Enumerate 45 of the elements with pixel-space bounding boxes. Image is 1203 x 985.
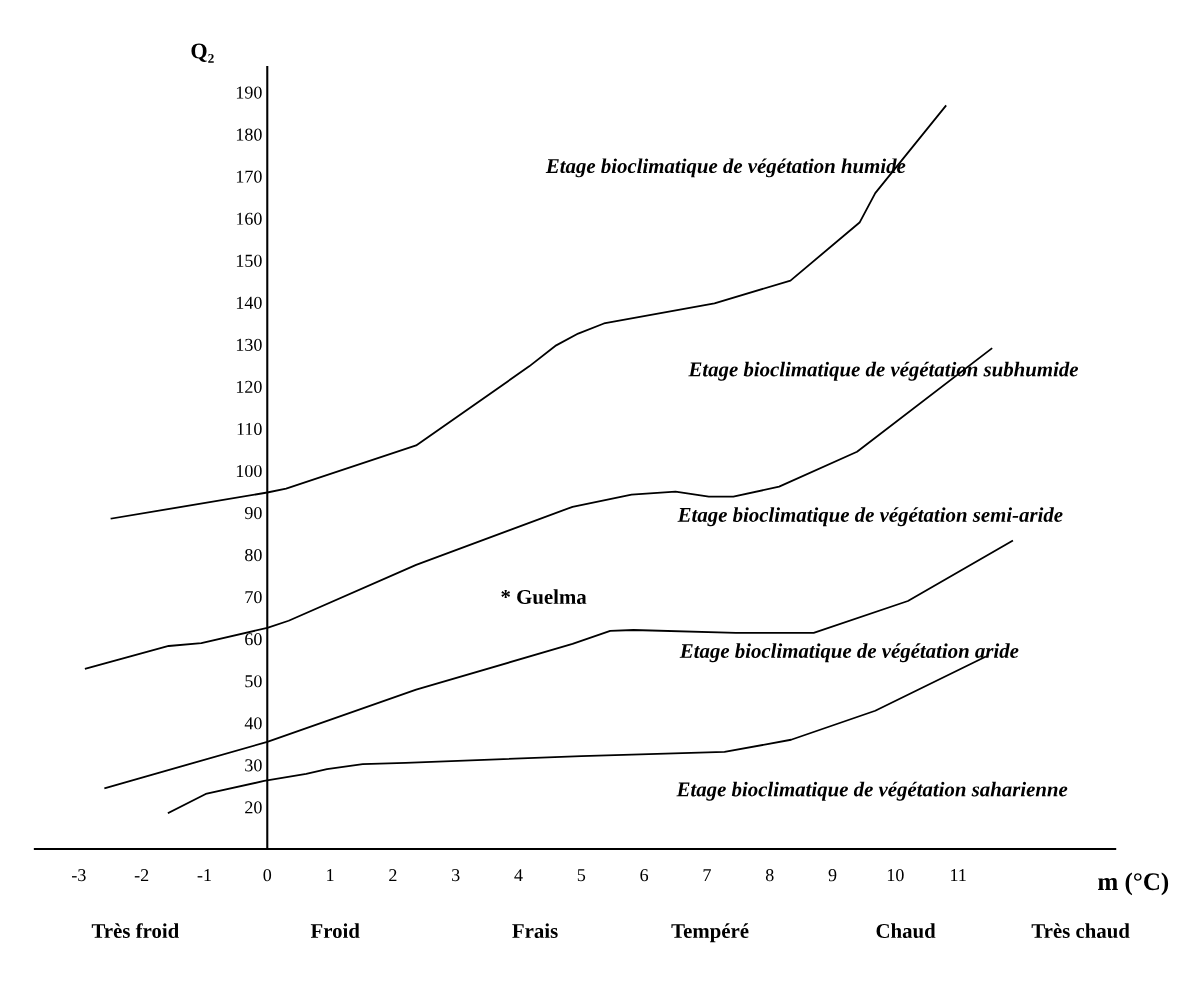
y-tick-label: 70 (245, 591, 262, 604)
y-tick-label: 40 (244, 717, 262, 730)
y-tick-label: 180 (236, 128, 262, 141)
x-tick-label: 11 (951, 869, 966, 882)
text: Très froid (91, 923, 180, 939)
y-tick-label: 20 (245, 801, 262, 814)
y-tick-label: 160 (236, 212, 262, 225)
y-tick-label: 190 (236, 86, 262, 99)
text: Froid (310, 923, 360, 939)
annotation: Etage bioclimatique de végétation aride (679, 643, 1019, 663)
x-tick-label: 10 (887, 869, 904, 882)
y-tick-label: 90 (244, 506, 262, 520)
x-tick-label: 0 (263, 869, 272, 882)
y-tick-label: 130 (236, 338, 262, 351)
text: Tempéré (671, 923, 749, 943)
x-tick-label: 4 (514, 869, 523, 882)
x-tick-label: 9 (828, 869, 837, 882)
text: Chaud (876, 923, 936, 939)
x-tick-label: 7 (703, 869, 711, 882)
x-tick-label: 3 (452, 869, 460, 882)
annotation: * Guelma (501, 589, 587, 605)
y-tick-label: 170 (236, 170, 262, 183)
text: Frais (512, 923, 558, 939)
x-tick-label: 5 (577, 869, 586, 882)
x-tick-label: 6 (640, 869, 649, 882)
y-axis-title: Q₂ (191, 43, 214, 63)
x-axis-title: m (°C) (1098, 872, 1169, 896)
text: Très chaud (1031, 923, 1130, 939)
y-tick-label: 60 (245, 633, 262, 646)
y-tick-label: 30 (245, 759, 262, 772)
x-tick-label: -1 (197, 869, 211, 882)
x-tick-label: -3 (72, 869, 86, 882)
x-tick-label: 2 (389, 869, 397, 882)
y-tick-label: 100 (236, 464, 262, 478)
x-tick-label: -2 (134, 869, 149, 882)
y-tick-label: 140 (236, 296, 262, 309)
y-tick-label: 80 (245, 548, 262, 562)
y-tick-label: 150 (236, 254, 262, 267)
y-tick-label: 110 (237, 422, 262, 436)
annotation: Etage bioclimatique de végétation semi-aride (677, 507, 1063, 527)
y-tick-label: 120 (236, 380, 262, 393)
y-tick-label: 50 (245, 675, 262, 688)
x-tick-label: 1 (327, 869, 334, 882)
annotation: Etage bioclimatique de végétation saharienne (676, 781, 1068, 801)
x-tick-label: 8 (765, 869, 774, 882)
